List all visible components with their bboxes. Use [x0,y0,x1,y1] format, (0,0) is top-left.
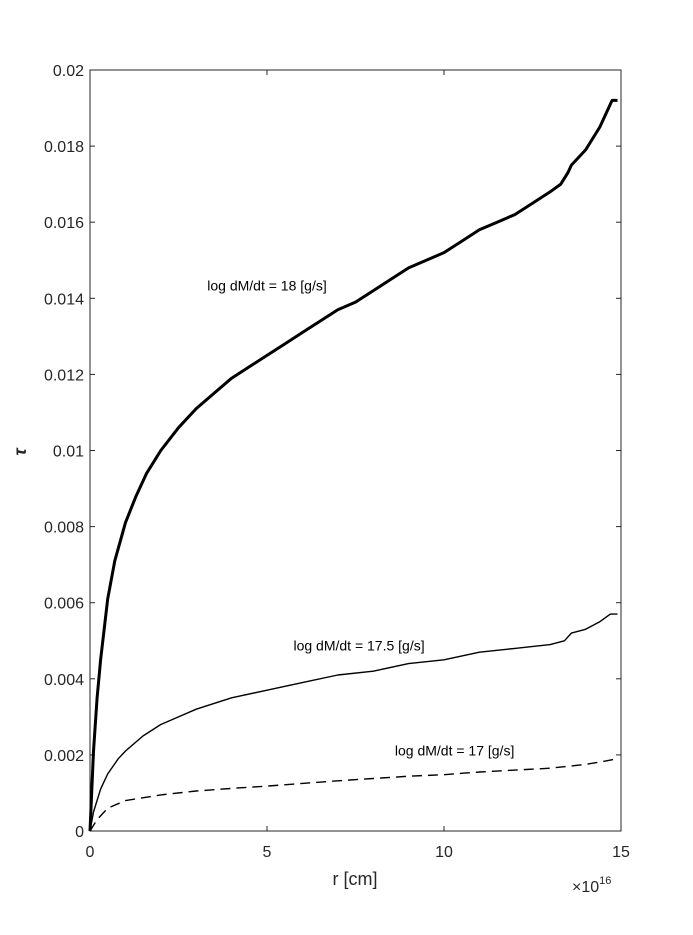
plot-area [89,69,622,832]
y-axis-label: τ [10,447,30,456]
y-tick-label: 0.01 [53,444,84,461]
y-tick-label: 0.002 [44,748,84,765]
y-tick-label: 0.004 [44,672,84,689]
y-tick-label: 0 [75,824,84,841]
y-tick-label: 0.012 [44,367,84,384]
series-annotation: log dM/dt = 17 [g/s] [395,743,514,759]
y-tick-label: 0.016 [44,215,84,232]
x-tick-label: 15 [612,844,630,861]
x-tick-label: 5 [263,844,272,861]
axis-ticks [89,69,622,832]
x-tick-label: 0 [86,844,95,861]
y-tick-label: 0.02 [53,63,84,80]
y-tick-label: 0.006 [44,596,84,613]
y-tick-label: 0.008 [44,520,84,537]
series-line-17-5 [89,613,618,832]
series-line-17 [89,758,618,832]
annotations: log dM/dt = 18 [g/s] log dM/dt = 17.5 [g/… [207,278,514,759]
x-axis-multiplier: ×1016 [572,875,611,896]
x-tick-label: 10 [435,844,453,861]
y-tick-label: 0.014 [44,291,84,308]
x-axis-label: r [cm] [333,869,378,889]
x-multiplier-base: ×10 [572,879,599,896]
series-line-18 [88,98,618,832]
series-lines [88,98,618,832]
tick-labels: 0 5 10 15 0 0.002 0.004 0.006 0.008 0.01 0.012 0.01… [44,63,630,861]
series-annotation: log dM/dt = 18 [g/s] [207,278,326,294]
y-tick-label: 0.018 [44,139,84,156]
x-multiplier-exponent: 16 [599,875,611,887]
series-annotation: log dM/dt = 17.5 [g/s] [293,637,424,653]
